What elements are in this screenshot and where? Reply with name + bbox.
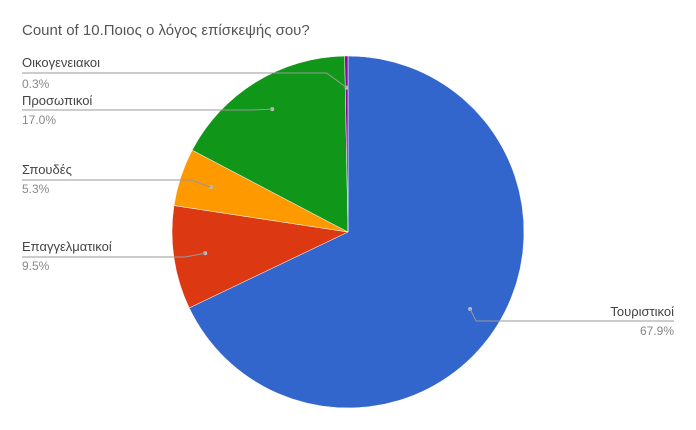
leader-line-5 [22,72,347,89]
pie-slice-2 [171,205,349,309]
leader-line-2 [22,252,206,258]
chart-title: Count of 10.Ποιος ο λόγος επίσκεψής σου? [22,22,310,39]
slice-label-3: Σπουδές [22,162,72,177]
leader-line-3 [22,179,212,188]
slice-label-2: Επαγγελματικοί [22,239,112,254]
slice-percent-4: 17.0% [22,113,56,127]
pie-slice-1 [188,55,525,409]
leader-line-4 [22,108,273,111]
slice-percent-1: 67.9% [640,324,674,338]
slice-label-4: Προσωπικοί [22,93,92,108]
pie-slice-5 [344,55,349,233]
slice-label-1: Τουριστικοί [610,304,674,319]
pie-slice-4 [191,55,349,233]
slice-percent-3: 5.3% [22,182,50,196]
leader-line-1 [469,308,674,322]
slice-percent-5: 0.3% [22,77,50,91]
slice-label-5: Οικογενειακοι [22,55,100,70]
slice-percent-2: 9.5% [22,259,50,273]
